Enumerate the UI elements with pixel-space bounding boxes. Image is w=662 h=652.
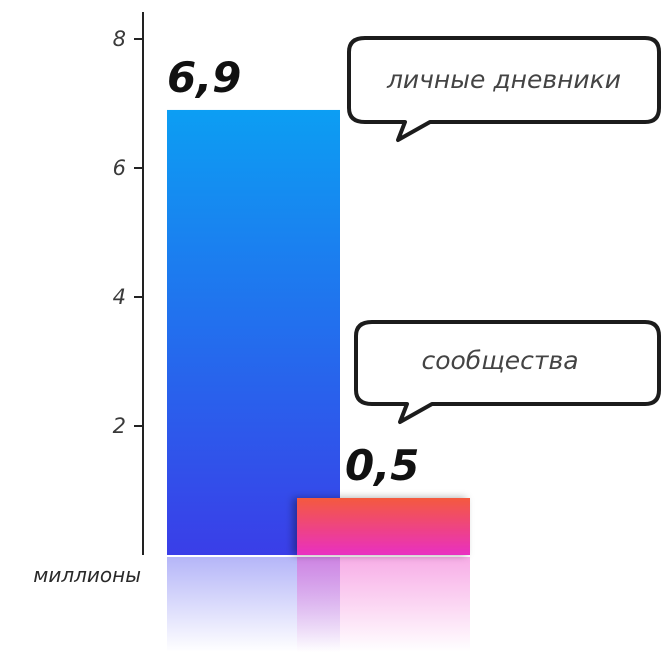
y-tick-label-8: 8 bbox=[113, 27, 126, 51]
callout-communities: сообщества bbox=[354, 320, 661, 424]
bar-communities bbox=[297, 498, 470, 555]
y-axis-unit-label: миллионы bbox=[33, 563, 141, 587]
bar-reflection-communities bbox=[297, 557, 470, 652]
bar-personal-diaries bbox=[167, 109, 340, 555]
y-tick-label-2: 2 bbox=[113, 414, 126, 438]
category-label-communities: сообщества bbox=[421, 346, 578, 375]
category-label-personal-diaries: личные дневники bbox=[386, 65, 621, 94]
callout-personal-diaries: личные дневники bbox=[347, 36, 661, 142]
data-label-personal-diaries: 6,9 bbox=[167, 53, 241, 102]
y-tick-label-4: 4 bbox=[113, 285, 126, 309]
y-tick-label-6: 6 bbox=[113, 156, 126, 180]
data-label-communities: 0,5 bbox=[345, 441, 419, 490]
y-axis-ticks: 2 4 6 8 bbox=[113, 27, 143, 438]
